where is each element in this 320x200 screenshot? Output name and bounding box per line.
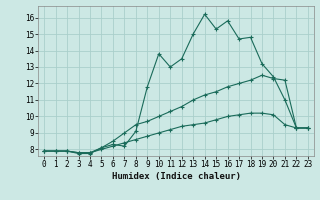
X-axis label: Humidex (Indice chaleur): Humidex (Indice chaleur): [111, 172, 241, 181]
